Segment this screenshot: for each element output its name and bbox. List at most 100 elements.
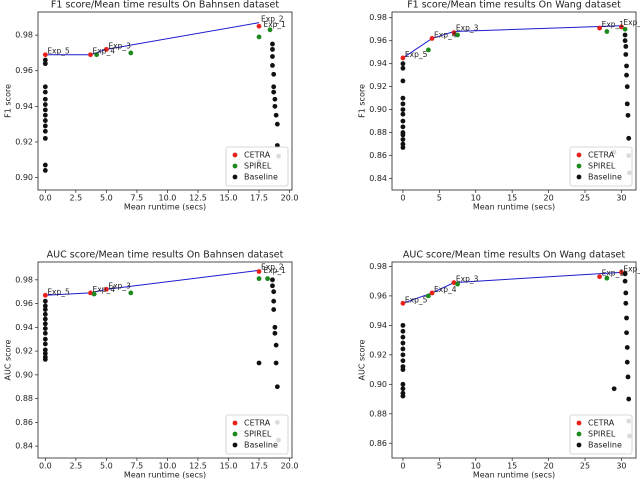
point xyxy=(272,330,278,336)
x-tick-label: 0 xyxy=(400,462,405,471)
legend-marker xyxy=(232,431,238,437)
point xyxy=(272,96,278,102)
x-axis-label: Mean runtime (secs) xyxy=(473,471,555,480)
point xyxy=(42,107,48,113)
legend-label: CETRA xyxy=(588,151,615,160)
point xyxy=(611,386,617,392)
y-tick-label: 0.92 xyxy=(369,82,387,91)
point xyxy=(256,276,262,282)
point xyxy=(400,145,406,150)
point xyxy=(624,330,629,336)
point xyxy=(619,269,624,275)
point xyxy=(623,44,629,49)
point xyxy=(597,274,602,280)
x-axis-label: Mean runtime (secs) xyxy=(124,203,206,212)
point xyxy=(619,24,624,30)
x-tick-label: 20 xyxy=(544,194,554,203)
annotation: Exp_3 xyxy=(108,41,131,50)
point xyxy=(271,84,277,90)
point xyxy=(455,32,460,38)
x-tick-label: 25 xyxy=(580,462,590,471)
point xyxy=(624,345,630,350)
point xyxy=(626,396,632,402)
point xyxy=(400,367,406,372)
point xyxy=(271,71,277,77)
y-tick-label: 0.92 xyxy=(15,347,33,356)
point xyxy=(103,286,109,292)
plot-frame xyxy=(37,11,293,191)
point xyxy=(256,360,262,366)
point xyxy=(455,281,460,287)
point xyxy=(256,34,262,40)
point xyxy=(624,315,629,321)
point xyxy=(400,358,406,364)
point xyxy=(273,342,279,348)
y-tick-label: 0.88 xyxy=(15,394,33,403)
point xyxy=(597,25,602,31)
point xyxy=(400,55,406,61)
point xyxy=(625,374,631,380)
x-tick-label: 0.0 xyxy=(39,194,52,203)
y-tick-label: 0.86 xyxy=(369,439,387,448)
point xyxy=(624,101,630,107)
annotation: Exp_4 xyxy=(434,285,457,294)
point xyxy=(42,135,48,141)
y-tick-label: 0.96 xyxy=(15,299,33,308)
y-tick-label: 0.88 xyxy=(369,128,387,137)
chart-title: F1 score/Mean time results On Bahnsen da… xyxy=(51,0,279,11)
legend-marker xyxy=(576,431,582,437)
point xyxy=(88,52,93,58)
legend-box xyxy=(569,146,633,187)
chart-title: AUC score/Mean time results On Bahnsen d… xyxy=(47,250,284,261)
front-line xyxy=(45,22,260,56)
point xyxy=(400,132,406,138)
annotation: Exp_3 xyxy=(456,24,479,33)
y-tick-label: 0.90 xyxy=(369,105,387,114)
point xyxy=(270,63,275,68)
y-tick-label: 0.84 xyxy=(369,174,387,183)
point xyxy=(42,292,48,298)
annotation: Exp_1 xyxy=(263,266,286,275)
point xyxy=(42,307,48,312)
legend-marker xyxy=(232,420,238,426)
legend-marker xyxy=(232,152,238,158)
annotation: Exp_3 xyxy=(108,281,131,290)
front-line xyxy=(402,25,622,59)
point xyxy=(429,36,435,41)
point xyxy=(426,47,431,53)
point xyxy=(42,84,48,90)
point xyxy=(400,141,406,147)
legend-marker xyxy=(232,174,238,180)
y-tick-label: 0.84 xyxy=(15,442,33,451)
y-tick-label: 0.86 xyxy=(369,151,387,160)
point xyxy=(273,112,279,118)
legend-marker xyxy=(576,174,582,180)
point xyxy=(622,38,628,44)
point xyxy=(42,316,48,322)
point xyxy=(42,57,48,63)
annotation: Exp_5 xyxy=(405,50,428,59)
point xyxy=(42,61,48,67)
point xyxy=(270,283,275,289)
point xyxy=(451,30,457,36)
chart-title: AUC score/Mean time results On Wang data… xyxy=(403,250,625,261)
y-tick-label: 0.94 xyxy=(369,321,387,330)
point xyxy=(270,41,275,47)
x-tick-label: 30 xyxy=(616,462,626,471)
legend-label: CETRA xyxy=(244,151,271,160)
y-tick-label: 0.88 xyxy=(369,409,387,418)
point xyxy=(400,328,406,334)
point xyxy=(42,162,48,168)
x-tick-label: 20 xyxy=(544,462,554,471)
x-tick-label: 15 xyxy=(507,194,517,203)
x-axis-label: Mean runtime (secs) xyxy=(124,471,206,480)
x-tick-label: 0.0 xyxy=(39,462,52,471)
legend-label: SPIREL xyxy=(588,162,616,171)
plot-frame xyxy=(37,261,293,459)
legend-label: Baseline xyxy=(244,173,278,182)
point xyxy=(42,123,48,129)
y-tick-label: 0.94 xyxy=(15,323,33,332)
point xyxy=(622,26,628,32)
point xyxy=(623,300,629,306)
front-line xyxy=(402,271,622,304)
